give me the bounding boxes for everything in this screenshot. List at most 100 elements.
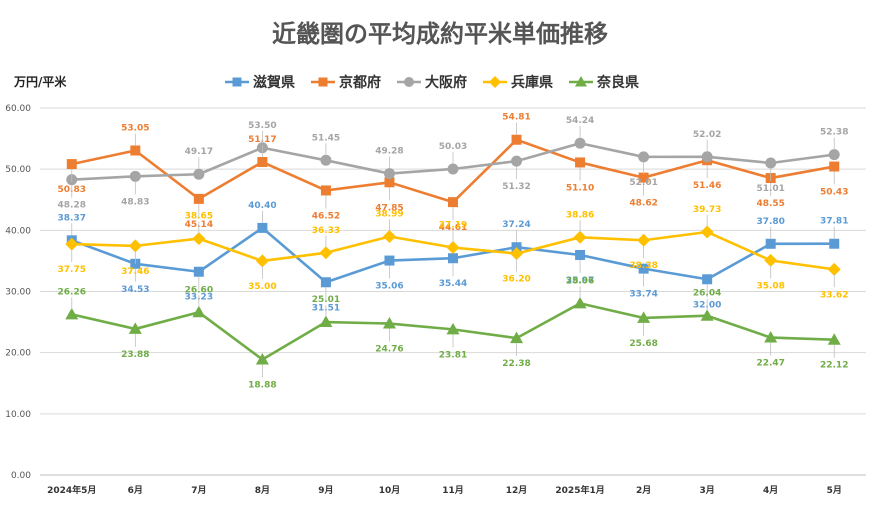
data-point-marker (510, 247, 524, 261)
data-point-marker (700, 225, 714, 239)
data-point-marker (446, 241, 460, 255)
data-point-marker (193, 193, 204, 204)
data-point-marker (255, 353, 269, 365)
data-point-marker (638, 263, 649, 274)
data-label: 46.52 (312, 211, 340, 221)
data-point-marker (130, 145, 141, 156)
data-label: 48.55 (756, 199, 784, 209)
data-label: 35.44 (439, 279, 467, 289)
data-label: 44.61 (439, 223, 467, 233)
data-label: 22.38 (502, 359, 530, 369)
data-point-marker (765, 238, 776, 249)
data-point-marker (574, 137, 586, 149)
data-point-marker (700, 309, 714, 321)
data-label: 23.81 (439, 350, 467, 360)
data-label: 53.50 (248, 121, 276, 131)
x-tick-label: 7月 (191, 485, 206, 496)
data-label: 49.28 (375, 147, 403, 157)
data-label: 18.88 (248, 381, 276, 391)
data-label: 52.01 (629, 178, 657, 188)
data-point-marker (701, 151, 713, 163)
data-label: 37.81 (820, 217, 848, 227)
legend-label: 京都府 (339, 74, 381, 91)
x-tick-label: 11月 (442, 485, 464, 496)
data-point-marker (257, 222, 268, 233)
data-point-marker (575, 249, 586, 260)
data-point-marker (382, 317, 396, 329)
data-label: 38.99 (375, 210, 403, 220)
data-label: 48.62 (629, 199, 657, 209)
data-label: 26.26 (58, 287, 86, 297)
data-label: 33.74 (629, 290, 657, 300)
data-label: 37.46 (121, 267, 149, 277)
data-label: 53.05 (121, 124, 149, 134)
data-label: 48.28 (58, 201, 86, 211)
data-point-marker (129, 170, 141, 182)
legend-label: 滋賀県 (253, 74, 295, 91)
data-point-marker (320, 154, 332, 166)
data-point-marker (320, 277, 331, 288)
data-point-marker (66, 159, 77, 170)
y-axis-ticks: 0.00 10.00 20.00 30.00 40.00 50.00 60.00 (5, 104, 31, 481)
series-group (65, 134, 841, 365)
data-point-marker (637, 233, 651, 247)
data-point-marker (446, 322, 460, 335)
x-tick-label: 9月 (318, 485, 333, 496)
data-label: 51.32 (502, 182, 530, 192)
data-label: 38.37 (58, 213, 86, 223)
x-tick-label: 10月 (379, 485, 401, 496)
data-label: 37.24 (502, 220, 530, 230)
data-point-marker (829, 161, 840, 172)
data-point-marker (320, 185, 331, 196)
data-label: 33.62 (820, 290, 848, 300)
data-point-marker (829, 238, 840, 249)
data-point-marker (382, 230, 396, 244)
data-point-marker (828, 149, 840, 161)
data-label: 28.06 (566, 276, 594, 286)
y-axis-unit-label: 万円/平米 (13, 74, 67, 89)
y-tick-label: 60.00 (5, 104, 31, 114)
data-label: 35.06 (375, 282, 403, 292)
data-label: 52.02 (693, 130, 721, 140)
data-point-marker (65, 307, 79, 320)
data-label: 38.86 (566, 210, 594, 220)
x-tick-label: 2024年5月 (47, 484, 96, 496)
data-label: 40.40 (248, 201, 276, 211)
data-label: 37.75 (58, 265, 86, 275)
data-point-marker (192, 232, 206, 246)
gridlines (40, 107, 866, 476)
chart-legend: 滋賀県 京都府 大阪府 兵庫県 奈良県 (225, 74, 639, 91)
data-point-marker (575, 76, 587, 87)
data-point-marker (573, 296, 587, 309)
data-point-marker (192, 305, 206, 318)
data-label: 37.80 (756, 217, 784, 227)
data-point-marker (448, 253, 458, 264)
data-point-marker (765, 157, 777, 169)
data-label: 51.45 (312, 133, 340, 143)
data-point-marker (511, 155, 523, 167)
data-label: 51.46 (693, 181, 721, 191)
y-tick-label: 50.00 (5, 165, 31, 175)
data-point-marker (65, 237, 79, 251)
y-tick-label: 30.00 (5, 288, 31, 298)
data-label: 50.43 (820, 188, 848, 198)
data-point-marker (383, 168, 395, 180)
data-label: 26.04 (693, 289, 721, 299)
x-tick-label: 2025年1月 (555, 484, 604, 496)
data-label: 35.97 (566, 276, 594, 286)
x-axis-ticks: 2024年5月 6月 7月 8月 9月 10月 11月 12月 2025年1月 2月 3月 4月 5月 (47, 484, 842, 496)
data-label: 25.01 (312, 295, 340, 305)
data-label: 23.88 (121, 350, 149, 360)
x-tick-label: 12月 (506, 485, 528, 496)
data-label: 37.19 (439, 221, 467, 231)
data-label: 50.03 (439, 142, 467, 152)
x-tick-label: 3月 (700, 485, 715, 496)
data-label: 49.17 (185, 147, 213, 157)
data-point-marker (318, 77, 328, 87)
data-point-marker (573, 230, 587, 244)
data-point-marker (827, 262, 841, 276)
data-label: 51.10 (566, 183, 594, 193)
data-label: 35.08 (756, 281, 784, 291)
data-label: 22.12 (820, 361, 848, 371)
x-tick-label: 4月 (763, 485, 778, 496)
